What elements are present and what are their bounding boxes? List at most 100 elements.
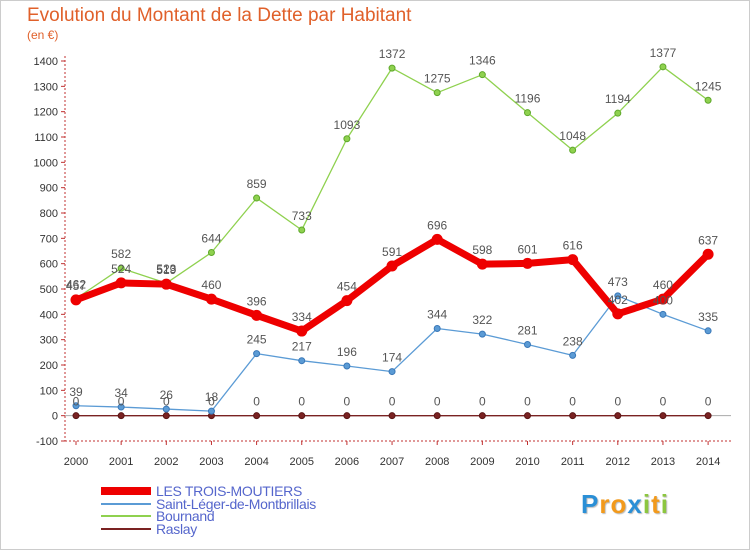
- data-label: 457: [66, 279, 86, 293]
- y-tick-label: 1200: [34, 107, 58, 119]
- data-point: [117, 412, 125, 420]
- data-point: [612, 308, 624, 320]
- data-point: [614, 412, 622, 420]
- x-tick-label: 2008: [425, 456, 449, 468]
- data-point: [704, 96, 712, 104]
- data-label: 460: [653, 278, 673, 292]
- x-tick-label: 2009: [470, 456, 494, 468]
- x-tick-label: 2004: [244, 456, 268, 468]
- data-label: 696: [427, 218, 447, 232]
- data-label: 1372: [379, 47, 406, 61]
- data-label: 582: [111, 247, 131, 261]
- data-label: 460: [201, 278, 221, 292]
- data-label: 519: [156, 263, 176, 277]
- x-tick-label: 2011: [561, 456, 585, 468]
- data-label: 0: [569, 395, 576, 409]
- data-point: [433, 89, 441, 97]
- y-tick-label: 1100: [34, 132, 58, 144]
- data-point: [522, 257, 533, 269]
- x-tick-label: 2007: [380, 456, 404, 468]
- data-point: [614, 109, 622, 117]
- data-label: 591: [382, 245, 402, 259]
- data-point: [476, 258, 488, 270]
- data-point: [205, 293, 217, 305]
- data-label: 1346: [469, 54, 496, 68]
- chart-unit-label: (en €): [27, 28, 59, 42]
- data-point: [343, 135, 351, 143]
- data-label: 1048: [559, 129, 586, 143]
- logo-letter: i: [642, 489, 652, 519]
- data-label: 1245: [695, 79, 722, 93]
- data-label: 0: [73, 395, 80, 409]
- data-point: [569, 351, 577, 359]
- data-label: 18: [205, 390, 219, 404]
- y-tick-label: 300: [40, 335, 58, 347]
- data-label: 524: [111, 262, 131, 276]
- data-point: [72, 412, 80, 420]
- logo-letter: x: [627, 489, 643, 519]
- data-label: 0: [434, 395, 441, 409]
- data-point: [388, 64, 396, 72]
- y-tick-label: 100: [40, 385, 58, 397]
- data-label: 644: [201, 232, 221, 246]
- data-point: [115, 277, 127, 289]
- proxiti-logo: Proxiti: [581, 489, 669, 520]
- data-point: [657, 293, 669, 305]
- data-label: 523: [156, 262, 176, 276]
- data-point: [251, 309, 263, 321]
- data-point: [388, 412, 396, 420]
- data-label: 598: [472, 243, 492, 257]
- legend-swatch: [101, 487, 151, 495]
- data-label: 217: [292, 340, 312, 354]
- data-label: 322: [472, 313, 492, 327]
- data-point: [253, 194, 261, 202]
- data-label: 174: [382, 351, 402, 365]
- data-point: [341, 295, 353, 307]
- data-label: 616: [563, 239, 583, 253]
- y-tick-label: 500: [40, 284, 58, 296]
- chart-title: Evolution du Montant de la Dette par Hab…: [27, 5, 412, 26]
- data-label: 0: [208, 395, 215, 409]
- data-label: 0: [344, 395, 351, 409]
- data-point: [296, 325, 308, 337]
- data-point: [431, 233, 443, 245]
- data-point: [478, 71, 486, 79]
- data-label: 473: [608, 275, 628, 289]
- data-point: [659, 310, 667, 318]
- x-tick-label: 2002: [154, 456, 178, 468]
- data-point: [298, 226, 306, 234]
- data-point: [162, 405, 170, 413]
- data-point: [524, 340, 531, 348]
- x-tick-label: 2014: [696, 456, 720, 468]
- data-point: [117, 403, 125, 411]
- data-point: [386, 260, 398, 272]
- data-point: [207, 407, 215, 415]
- data-label: 0: [705, 395, 712, 409]
- data-point: [524, 109, 531, 117]
- data-label: 1196: [515, 92, 541, 106]
- data-point: [614, 292, 622, 300]
- data-point: [524, 412, 531, 420]
- data-label: 637: [698, 233, 718, 247]
- data-label: 454: [337, 280, 357, 294]
- data-point: [567, 254, 579, 266]
- data-point: [478, 412, 486, 420]
- data-label: 0: [163, 395, 170, 409]
- data-label: 733: [292, 209, 312, 223]
- data-point: [659, 412, 667, 420]
- y-tick-label: 200: [40, 360, 58, 372]
- data-label: 26: [160, 388, 174, 402]
- data-label: 0: [660, 395, 667, 409]
- data-point: [160, 278, 172, 290]
- data-label: 0: [298, 395, 305, 409]
- data-label: 0: [524, 395, 531, 409]
- y-tick-label: 0: [52, 411, 58, 423]
- data-point: [298, 412, 306, 420]
- x-tick-label: 2006: [335, 456, 359, 468]
- data-point: [569, 146, 577, 154]
- data-point: [659, 63, 667, 71]
- x-tick-label: 2001: [109, 456, 133, 468]
- x-tick-label: 2005: [290, 456, 314, 468]
- data-label: 0: [479, 395, 486, 409]
